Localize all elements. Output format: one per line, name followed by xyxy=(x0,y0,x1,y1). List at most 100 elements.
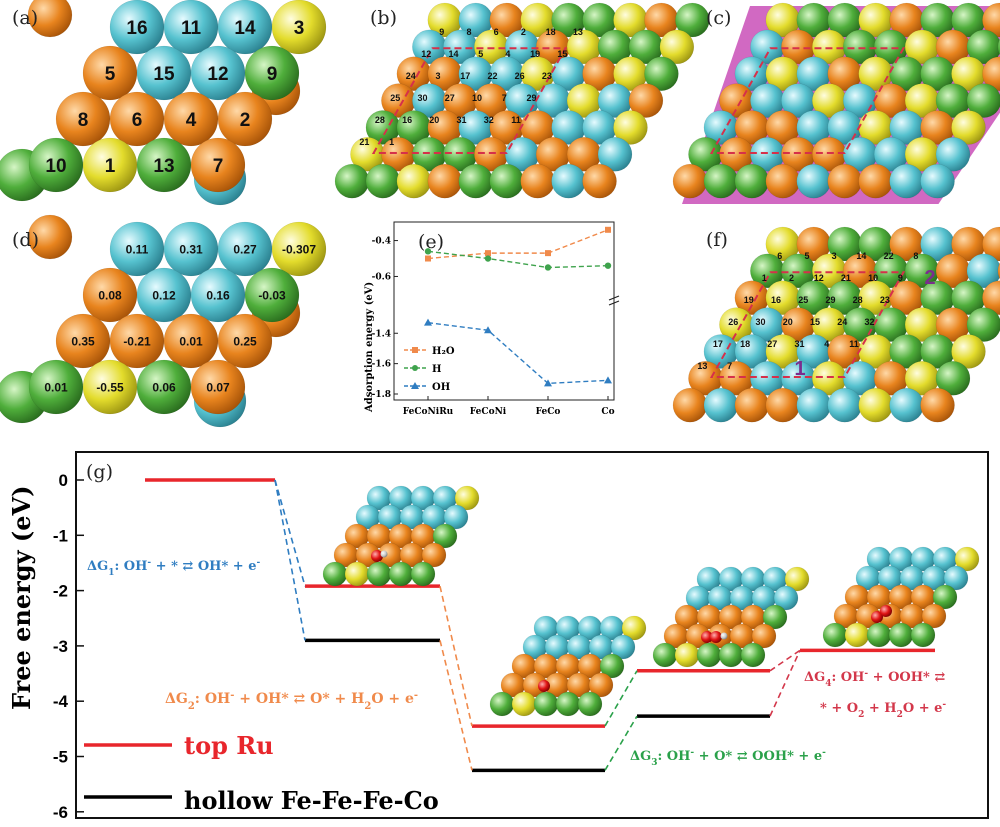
panel-f-atom-fe xyxy=(765,387,801,423)
panel-e-label: (e) xyxy=(418,231,444,253)
inset-atom-ru xyxy=(844,622,870,648)
panel-g-annotation-dg3: ΔG3: OH- + O* ⇄ OOH* + e- xyxy=(630,748,826,768)
panel-e-point-oh xyxy=(604,376,612,384)
panel-g-connector xyxy=(769,649,801,672)
panel-a-site-label: 2 xyxy=(240,110,251,131)
panel-g-label: (g) xyxy=(86,461,113,483)
panel-b-site-number: 17 xyxy=(460,71,470,81)
inset-atom-ru xyxy=(454,485,480,511)
annotation-part: - xyxy=(230,690,234,701)
inset-atom-ni xyxy=(489,691,515,717)
panel-g-legend-top-ru: top Ru xyxy=(184,731,274,760)
panel-d-site-label: 0.12 xyxy=(152,288,176,302)
annotation-part: : OH xyxy=(831,670,864,685)
panel-d-site-label: 0.16 xyxy=(206,288,230,302)
panel-b-site-number: 2 xyxy=(521,27,526,37)
annotation-part: * + O xyxy=(820,701,858,716)
panel-f-site-number: 16 xyxy=(771,295,781,305)
annotation-part: + H xyxy=(864,701,896,716)
panel-f-site-number: 18 xyxy=(740,339,750,349)
panel-g-connector xyxy=(439,640,473,771)
panel-g-connector xyxy=(604,715,638,771)
panel-d-atom-fe xyxy=(217,313,273,369)
panel-e-ytick-label: -1.8 xyxy=(372,390,391,400)
panel-b-site-number: 8 xyxy=(466,27,471,37)
annotation-part: - xyxy=(690,748,694,758)
annotation-part: - xyxy=(256,558,260,568)
panel-b-site-number: 30 xyxy=(418,93,428,103)
panel-b: 9 8 6 2 18 13 12 14 5 4 19 15 24 3 17 22 26 23 25 30 27 10 7 29… xyxy=(334,2,710,199)
panel-g-inset xyxy=(322,485,480,587)
panel-f-atom-fe xyxy=(997,262,1000,280)
inset-atom-ni xyxy=(652,642,678,668)
panel-e-ytick-label: -0.4 xyxy=(372,237,391,247)
panel-a-site-label: 5 xyxy=(105,64,116,85)
panel-c-atom-ni xyxy=(997,38,1000,56)
panel-d-label: (d) xyxy=(12,229,39,251)
panel-b-atom-fe xyxy=(427,163,463,199)
inset-atom-fe xyxy=(588,672,614,698)
inset-atom-co xyxy=(773,585,799,611)
panel-e-axis-break xyxy=(608,300,620,306)
panel-b-atom-fe xyxy=(628,83,664,118)
panel-f-site-number: 11 xyxy=(849,339,859,349)
panel-f-site-number: 7 xyxy=(727,361,732,371)
panel-c-atom-ni xyxy=(966,83,1000,118)
panel-f-site-number: 29 xyxy=(825,295,835,305)
inset-atom-ru xyxy=(954,546,980,572)
panel-a-site-label: 9 xyxy=(267,64,278,85)
panel-a-site-label: 4 xyxy=(186,110,197,131)
panel-f-site-number: 13 xyxy=(697,361,707,371)
panel-e-point-h xyxy=(544,264,552,271)
inset-atom-ni xyxy=(577,691,603,717)
annotation-part: ΔG xyxy=(87,559,108,574)
panel-b-site-number: 20 xyxy=(429,115,439,125)
panel-e-legend-label: OH xyxy=(432,382,450,393)
inset-atom-ru xyxy=(784,566,810,592)
panel-f-site-number: 24 xyxy=(837,317,847,327)
panel-b-site-number: 18 xyxy=(546,27,556,37)
panel-d-site-label: 0.35 xyxy=(71,334,95,348)
panel-b-site-number: 9 xyxy=(439,27,444,37)
annotation-part: ΔG xyxy=(630,749,651,764)
panel-f-mark-2: 2 xyxy=(924,267,935,289)
panel-f-site-number: 5 xyxy=(804,251,809,261)
panel-a-site-label: 8 xyxy=(78,110,89,131)
panel-e-ytick-label: -0.6 xyxy=(372,272,391,282)
panel-d-site-label: 0.27 xyxy=(233,242,257,256)
panel-a-site-label: 11 xyxy=(181,18,202,39)
inset-atom-co xyxy=(943,565,969,591)
panel-b-atom-co xyxy=(597,137,633,172)
panel-b-atom-ru xyxy=(659,29,695,65)
panel-a-atom-ru xyxy=(271,0,327,55)
panel-d-site-label: 0.08 xyxy=(98,288,122,302)
inset-atom-ru xyxy=(344,561,370,587)
panel-e-axis-break xyxy=(608,295,620,301)
panel-b-atom-ni xyxy=(644,56,679,91)
panel-e-legend-label: H₂O xyxy=(432,346,455,357)
panel-f-site-number: 23 xyxy=(880,295,890,305)
panel-a-site-label: 7 xyxy=(213,156,224,177)
panel-f-site-number: 4 xyxy=(824,339,829,349)
oxygen-atom xyxy=(880,605,892,617)
panel-b-site-number: 14 xyxy=(448,49,458,59)
annotation-part: - xyxy=(864,669,868,679)
inset-atom-ni xyxy=(888,622,914,648)
panel-a-site-label: 15 xyxy=(153,64,175,85)
panel-a-site-label: 12 xyxy=(207,64,228,85)
panel-e-xtick-label: FeCoNiRu xyxy=(403,407,454,417)
panel-c-atom-ni xyxy=(734,163,770,199)
inset-atom-fe xyxy=(921,603,947,629)
panel-e-ytick-label: -1.4 xyxy=(372,329,391,339)
panel-a-site-label: 1 xyxy=(105,156,116,177)
panel-b-site-number: 21 xyxy=(359,137,369,147)
inset-atom-ru xyxy=(511,691,537,717)
panel-g-ytick-label: -6 xyxy=(53,803,68,822)
panel-e-point-h xyxy=(604,262,612,269)
panel-f-unit-cell xyxy=(709,271,906,378)
panel-c-unit-cell xyxy=(709,47,906,154)
panel-b-site-number: 4 xyxy=(505,49,510,59)
